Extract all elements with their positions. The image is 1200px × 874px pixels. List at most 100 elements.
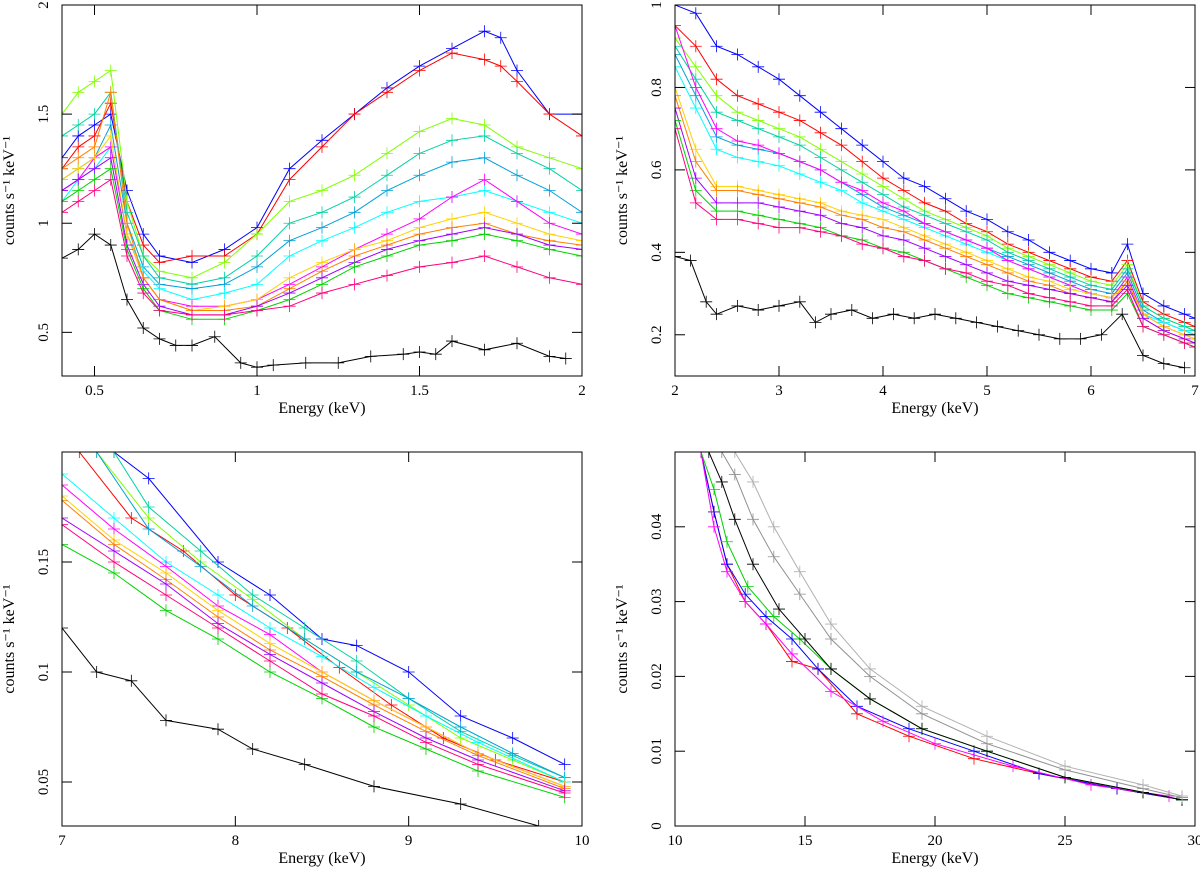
data-point: [62, 518, 68, 531]
data-point: [368, 780, 380, 793]
data-point: [506, 747, 519, 760]
data-point: [752, 97, 765, 110]
data-point: [511, 169, 523, 182]
data-point: [218, 256, 231, 269]
data-point: [283, 234, 296, 247]
y-tick-label: 0: [649, 822, 665, 830]
data-point: [825, 662, 837, 675]
data-point: [62, 195, 68, 208]
series-line-3: [96, 452, 565, 783]
series-line-13: [62, 627, 539, 826]
data-point: [283, 173, 296, 186]
data-point: [814, 106, 827, 119]
series-line-13: [62, 233, 566, 368]
data-point: [728, 468, 741, 481]
data-point: [689, 102, 702, 115]
data-point: [234, 356, 247, 369]
data-point: [558, 758, 571, 771]
data-point: [62, 538, 68, 551]
data-point: [864, 692, 876, 705]
data-point: [62, 479, 68, 491]
data-point: [73, 452, 86, 458]
data-point: [72, 151, 85, 164]
data-point: [710, 308, 723, 321]
data-point: [299, 356, 312, 369]
data-point: [1137, 320, 1149, 333]
data-point: [741, 580, 754, 593]
series-line-12: [62, 524, 565, 794]
data-point: [675, 60, 681, 73]
data-point: [413, 260, 426, 273]
data-point: [446, 335, 458, 348]
x-tick-label: 25: [1058, 833, 1073, 849]
x-tick-label: 10: [575, 833, 590, 849]
data-point: [731, 184, 744, 197]
data-point: [1178, 361, 1191, 374]
data-point: [773, 130, 785, 143]
data-point: [381, 269, 393, 282]
data-point: [835, 217, 848, 230]
data-point: [1022, 233, 1035, 246]
data-point: [939, 192, 952, 205]
data-point: [773, 73, 785, 86]
data-point: [576, 234, 582, 247]
data-point: [402, 666, 415, 678]
y-tick-label: 1: [649, 1, 665, 9]
data-point: [478, 184, 491, 197]
data-point: [767, 550, 780, 563]
data-point: [576, 162, 582, 175]
data-point: [104, 151, 117, 164]
chart-panel-1: 0.5 1 1.5 2 0.5 1 1.5 2 Energy (keV) counts s⁻¹ k…: [1, 1, 586, 417]
data-point: [511, 147, 523, 160]
data-point: [446, 156, 458, 169]
series-group: [695, 452, 1188, 806]
data-point: [1189, 320, 1195, 333]
data-point: [264, 666, 276, 678]
series-line-10: [675, 107, 1195, 344]
data-point: [1085, 299, 1097, 312]
y-tick-label: 0.8: [649, 78, 665, 97]
data-point: [558, 787, 571, 799]
y-tick-label: 0.15: [36, 549, 52, 575]
data-point: [1095, 328, 1108, 341]
data-point: [316, 140, 328, 153]
data-point: [1189, 312, 1195, 325]
data-point: [108, 512, 120, 524]
data-point: [689, 40, 702, 53]
data-point: [908, 312, 921, 325]
data-point: [1157, 357, 1170, 370]
data-point: [478, 151, 491, 164]
data-point: [916, 700, 928, 713]
series-line-10: [62, 517, 565, 792]
data-point: [747, 558, 759, 571]
y-tick-label: 0.5: [36, 323, 52, 342]
data-point: [773, 603, 785, 616]
data-point: [731, 89, 744, 102]
data-point: [1043, 291, 1056, 304]
data-point: [264, 655, 276, 667]
data-point: [825, 308, 837, 321]
data-point: [1085, 778, 1097, 791]
data-point: [413, 239, 426, 252]
data-point: [1178, 337, 1191, 350]
data-point: [793, 139, 806, 152]
series-line-8: [675, 87, 1195, 340]
data-point: [949, 312, 962, 325]
data-point: [186, 249, 198, 262]
series-line-11: [62, 167, 582, 320]
data-point: [316, 184, 328, 197]
data-point: [108, 523, 120, 535]
data-point: [710, 106, 723, 119]
data-point: [125, 674, 138, 687]
data-point: [897, 205, 910, 218]
data-point: [108, 452, 120, 458]
data-point: [88, 162, 101, 175]
data-point: [316, 206, 328, 219]
data-point: [918, 254, 931, 267]
data-point: [856, 196, 869, 209]
data-point: [62, 494, 68, 507]
data-point: [1053, 332, 1066, 345]
data-point: [799, 633, 811, 645]
series-group: [62, 452, 571, 826]
x-tick-label: 10: [668, 833, 683, 849]
